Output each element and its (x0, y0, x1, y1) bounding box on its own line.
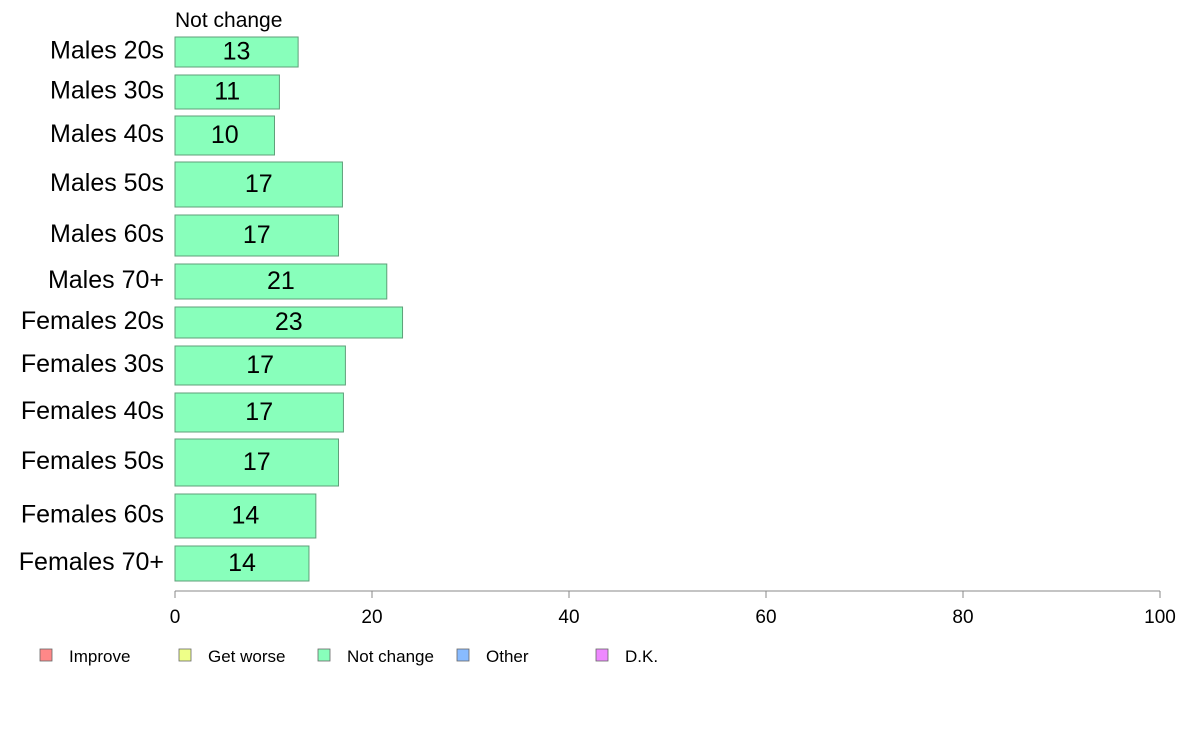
legend-swatch (39, 648, 53, 662)
bar (174, 74, 280, 110)
legend-label: Not change (347, 647, 434, 666)
bar-value-label: 17 (243, 448, 271, 476)
category-label: Males 30s (50, 77, 164, 105)
bar (174, 392, 344, 433)
category-label: Females 20s (21, 307, 164, 335)
legend-swatch (456, 648, 470, 662)
bars-group: Males 20s 13 Males 30s 11 Males 40s 10 Males 5… (19, 36, 404, 582)
category-label: Females 70+ (19, 548, 164, 576)
category-label: Males 70+ (48, 266, 164, 294)
legend-label: Other (486, 647, 529, 666)
bar (174, 214, 340, 257)
category-label: Males 40s (50, 120, 164, 148)
x-tick-label: 100 (1144, 607, 1176, 628)
legend-swatch (595, 648, 609, 662)
legend-label: Improve (69, 647, 130, 666)
bar (174, 161, 343, 208)
x-tick-label: 0 (170, 607, 181, 628)
bar (174, 263, 388, 300)
panel-title: Not change (175, 9, 282, 32)
bar-value-label: 14 (232, 502, 260, 530)
x-axis: 0 20 40 60 80 100 (170, 590, 1176, 628)
x-tick-label: 20 (361, 607, 382, 628)
bar-value-label: 21 (267, 267, 295, 295)
category-label: Males 20s (50, 37, 164, 65)
category-label: Males 60s (50, 220, 164, 248)
legend-label: Get worse (208, 647, 285, 666)
bar-value-label: 17 (246, 351, 274, 379)
bar-value-label: 11 (214, 78, 240, 106)
x-tick-label: 60 (755, 607, 776, 628)
bar-value-label: 17 (245, 398, 273, 426)
bar (174, 306, 404, 339)
legend-label: D.K. (625, 647, 658, 666)
bar (174, 438, 340, 487)
bar (174, 36, 299, 68)
legend: Improve Get worse Not change Other D.K. (39, 647, 658, 666)
bar-value-label: 14 (228, 549, 256, 577)
bar (174, 115, 275, 156)
bar (174, 345, 346, 386)
category-label: Females 30s (21, 350, 164, 378)
legend-swatch (178, 648, 192, 662)
bar-value-label: 10 (211, 121, 239, 149)
bar-value-label: 13 (223, 38, 251, 66)
category-label: Females 40s (21, 397, 164, 425)
category-label: Males 50s (50, 169, 164, 197)
category-label: Females 60s (21, 501, 164, 529)
legend-swatch (317, 648, 331, 662)
x-tick-label: 80 (952, 607, 973, 628)
bar-value-label: 23 (275, 308, 303, 336)
bar (174, 493, 317, 539)
bar (174, 545, 310, 582)
x-tick-label: 40 (558, 607, 579, 628)
bar-value-label: 17 (245, 170, 273, 198)
bar-value-label: 17 (243, 221, 271, 249)
category-label: Females 50s (21, 447, 164, 475)
